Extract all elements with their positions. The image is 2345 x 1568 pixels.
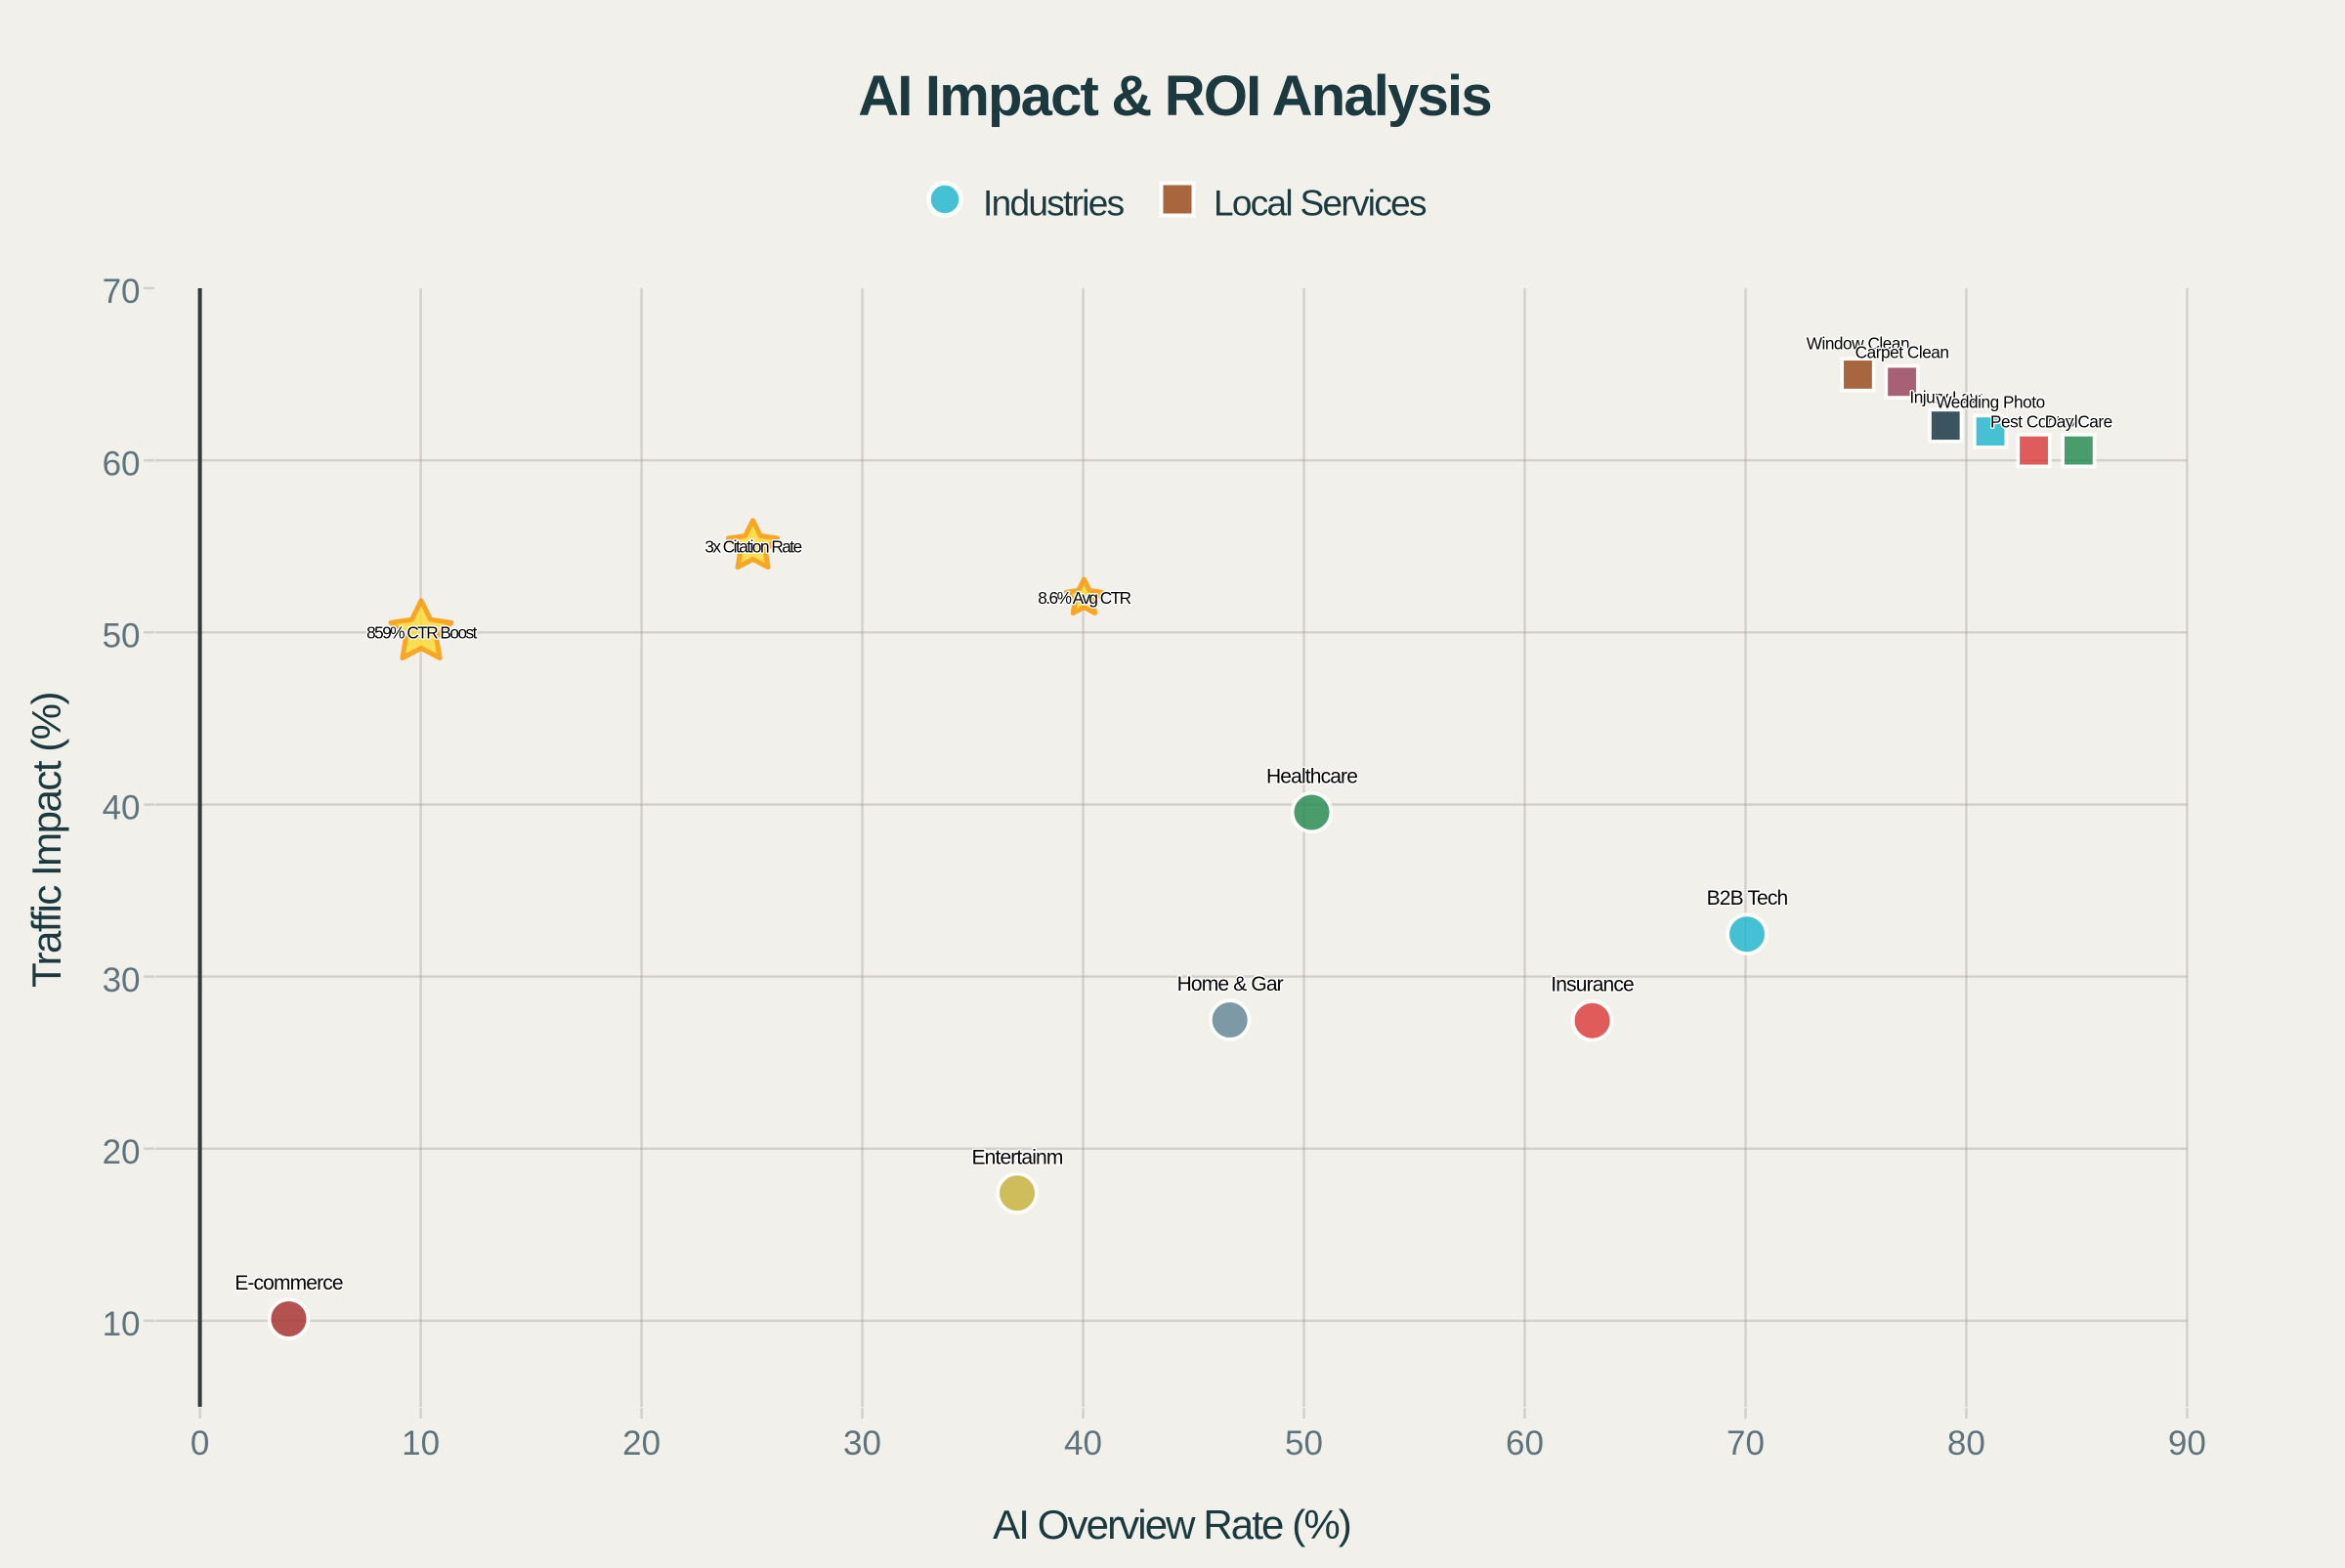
svg-text:60: 60 [1506,1424,1544,1462]
svg-text:B2B Tech: B2B Tech [1707,887,1788,910]
svg-text:Industries: Industries [983,184,1125,224]
svg-text:20: 20 [103,1133,141,1171]
svg-text:70: 70 [1727,1424,1765,1462]
svg-text:80: 80 [1947,1424,1985,1462]
svg-text:Window Clean: Window Clean [1807,334,1909,354]
svg-text:50: 50 [1285,1424,1323,1462]
svg-text:859% CTR Boost: 859% CTR Boost [366,622,478,642]
svg-text:Carpet Clean: Carpet Clean [1855,343,1949,362]
svg-text:E-commerce: E-commerce [234,1272,343,1294]
svg-text:10: 10 [103,1305,141,1343]
svg-text:20: 20 [622,1424,661,1462]
svg-text:0: 0 [191,1424,209,1462]
svg-text:30: 30 [843,1424,881,1462]
svg-text:Home & Gar: Home & Gar [1177,973,1284,996]
svg-text:Pest Control: Pest Control [1990,412,2077,432]
svg-text:Day Care: Day Care [2045,412,2112,432]
svg-text:Wedding Photo: Wedding Photo [1936,393,2044,412]
svg-text:Traffic Impact (%): Traffic Impact (%) [23,693,69,988]
svg-text:8.6% Avg CTR: 8.6% Avg CTR [1038,588,1130,608]
svg-text:70: 70 [103,273,141,311]
svg-text:Entertainm: Entertainm [971,1146,1062,1168]
svg-text:60: 60 [103,445,141,483]
svg-text:90: 90 [2168,1424,2206,1462]
svg-text:50: 50 [103,617,141,656]
svg-text:3x Citation Rate: 3x Citation Rate [704,536,801,556]
svg-text:Insurance: Insurance [1551,974,1634,996]
svg-text:40: 40 [1064,1424,1102,1462]
svg-text:Healthcare: Healthcare [1266,766,1357,788]
svg-text:Injury Law: Injury Law [1909,387,1983,406]
svg-text:10: 10 [402,1424,440,1462]
svg-text:Local Services: Local Services [1214,184,1427,224]
svg-text:AI Impact & ROI Analysis: AI Impact & ROI Analysis [858,64,1491,128]
svg-text:30: 30 [103,961,141,999]
svg-text:40: 40 [103,789,141,827]
svg-text:AI Overview Rate (%): AI Overview Rate (%) [993,1502,1350,1547]
